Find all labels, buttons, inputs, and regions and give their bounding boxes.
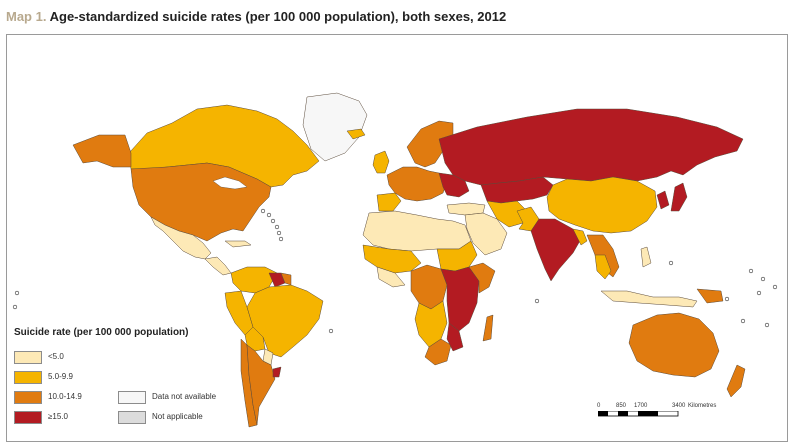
world-map [12, 92, 778, 428]
map-title-text: Age-standardized suicide rates (per 100 … [49, 9, 507, 24]
scale-tick: 1700 [634, 403, 648, 409]
region-bangladesh [572, 228, 588, 246]
scale-tick: 850 [616, 403, 627, 409]
scale-bar: 0 850 1700 3400 Kilometres [597, 403, 718, 427]
island-marker [724, 296, 730, 302]
legend-label: Not applicable [152, 412, 203, 421]
island-marker [14, 290, 20, 296]
island-marker [328, 328, 334, 334]
region-thailand [594, 254, 612, 280]
region-russia [438, 108, 744, 186]
island-marker [278, 236, 284, 242]
region-india [530, 218, 582, 282]
island-marker [12, 304, 18, 310]
legend-label: ≥15.0 [48, 412, 68, 421]
region-north-africa [362, 210, 472, 252]
region-south-africa [424, 338, 452, 366]
region-madagascar [482, 314, 494, 342]
region-new-zealand [726, 364, 746, 398]
island-marker [270, 218, 276, 224]
legend-swatch [14, 371, 42, 384]
region-australia [628, 312, 720, 378]
legend-label: <5.0 [48, 352, 64, 361]
region-central-america [204, 256, 232, 276]
region-horn-africa [468, 262, 496, 294]
island-marker [748, 268, 754, 274]
map-title: Map 1. Age-standardized suicide rates (p… [6, 9, 506, 24]
region-greenland [302, 92, 368, 162]
region-korea [656, 190, 670, 210]
lake-great-lakes [212, 176, 248, 190]
island-marker [756, 290, 762, 296]
region-papua [696, 288, 724, 304]
island-marker [772, 284, 778, 290]
legend-swatch [14, 351, 42, 364]
region-uk [372, 150, 390, 174]
legend-label: 5.0-9.9 [48, 372, 73, 381]
legend-swatch [118, 411, 146, 424]
island-marker [274, 224, 280, 230]
island-marker [534, 298, 540, 304]
region-indonesia [600, 290, 698, 308]
island-marker [760, 276, 766, 282]
region-uruguay [272, 366, 282, 378]
scale-tick: 3400 [672, 403, 686, 409]
region-arabia [464, 212, 508, 256]
region-west-africa-coast [376, 266, 406, 288]
legend-swatch [14, 391, 42, 404]
region-japan [670, 182, 688, 212]
legend-label: 10.0-14.9 [48, 392, 82, 401]
legend-swatch [14, 411, 42, 424]
island-marker [764, 322, 770, 328]
scale-bar-graphic [598, 411, 679, 417]
scale-unit: Kilometres [688, 403, 717, 409]
region-china [546, 176, 658, 234]
island-marker [266, 212, 272, 218]
island-marker [260, 208, 266, 214]
region-alaska [72, 134, 132, 168]
map-frame [6, 34, 788, 442]
region-east-africa-high [440, 266, 480, 332]
map-title-prefix: Map 1. [6, 9, 47, 24]
island-marker [740, 318, 746, 324]
legend-title: Suicide rate (per 100 000 population) [14, 327, 189, 338]
region-iberia [376, 192, 402, 212]
region-argentina [246, 344, 276, 426]
region-southeast-africa [446, 322, 464, 352]
map-legend: Suicide rate (per 100 000 population) <5… [14, 327, 274, 427]
region-caribbean [224, 240, 252, 248]
legend-label: Data not available [152, 392, 217, 401]
region-eastern-europe [438, 172, 470, 198]
scale-tick: 0 [597, 403, 601, 409]
region-philippines [640, 246, 652, 268]
legend-swatch [118, 391, 146, 404]
island-marker [276, 230, 282, 236]
island-marker [668, 260, 674, 266]
region-iceland [346, 128, 366, 140]
